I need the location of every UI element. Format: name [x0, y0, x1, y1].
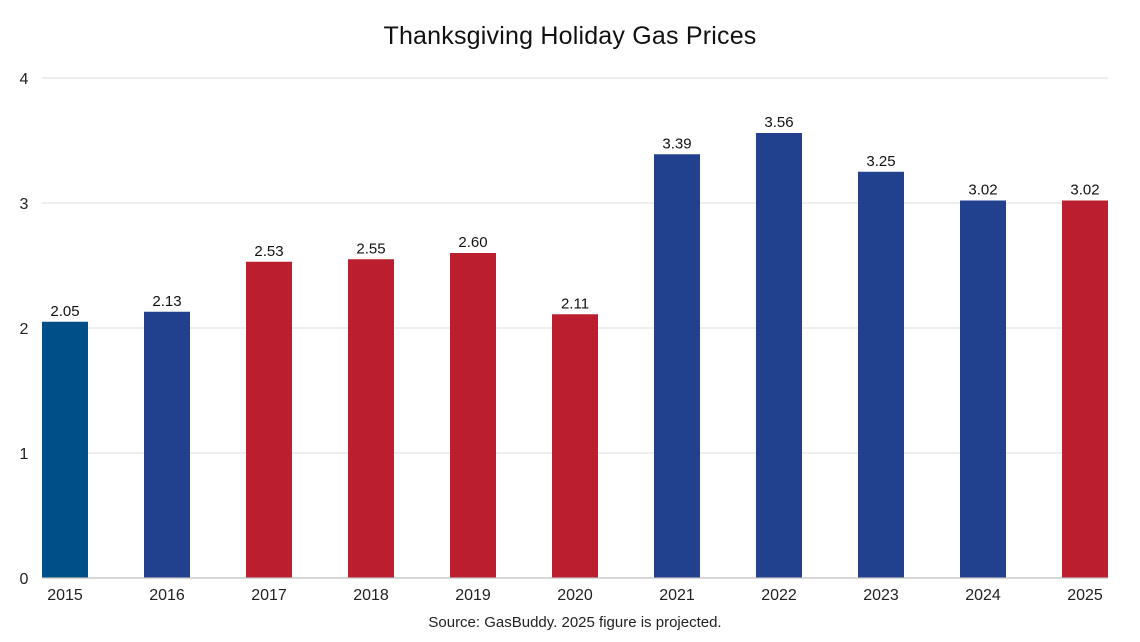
bar-2019: [450, 253, 496, 578]
y-tick-label: 4: [20, 71, 29, 88]
data-label: 2.60: [458, 234, 487, 251]
data-label: 3.02: [968, 182, 997, 199]
bar-2017: [246, 261, 292, 578]
x-tick-label: 2017: [251, 587, 287, 604]
bar-2024: [960, 200, 1006, 578]
bar-2015: [42, 321, 88, 578]
data-label: 3.39: [662, 135, 691, 152]
x-tick-label: 2023: [863, 587, 899, 604]
y-tick-label: 3: [20, 196, 29, 213]
bar-2025: [1062, 200, 1108, 578]
bar-2022: [756, 133, 802, 578]
x-tick-label: 2020: [557, 587, 593, 604]
bar-2023: [858, 171, 904, 578]
data-label: 2.11: [561, 295, 589, 312]
data-label: 3.25: [866, 153, 895, 170]
chart-title: Thanksgiving Holiday Gas Prices: [383, 22, 757, 50]
x-tick-label: 2018: [353, 587, 389, 604]
data-label: 2.55: [356, 240, 385, 257]
x-tick-label: 2025: [1067, 587, 1103, 604]
x-tick-label: 2021: [659, 587, 695, 604]
bar-2021: [654, 154, 700, 578]
y-tick-label: 0: [20, 571, 29, 588]
data-label: 2.05: [50, 303, 79, 320]
bar-2018: [348, 259, 394, 578]
x-tick-label: 2019: [455, 587, 491, 604]
x-tick-label: 2015: [47, 587, 83, 604]
chart-source-note: Source: GasBuddy. 2025 figure is project…: [428, 614, 722, 631]
y-tick-label: 2: [20, 321, 29, 338]
x-tick-label: 2024: [965, 587, 1001, 604]
x-tick-label: 2016: [149, 587, 185, 604]
data-label: 2.13: [152, 293, 181, 310]
data-label: 3.56: [764, 114, 793, 131]
x-tick-label: 2022: [761, 587, 797, 604]
data-label: 3.02: [1070, 182, 1099, 199]
bar-2016: [144, 311, 190, 578]
y-tick-label: 1: [20, 446, 29, 463]
bar-2020: [552, 314, 598, 578]
data-label: 2.53: [254, 243, 283, 260]
